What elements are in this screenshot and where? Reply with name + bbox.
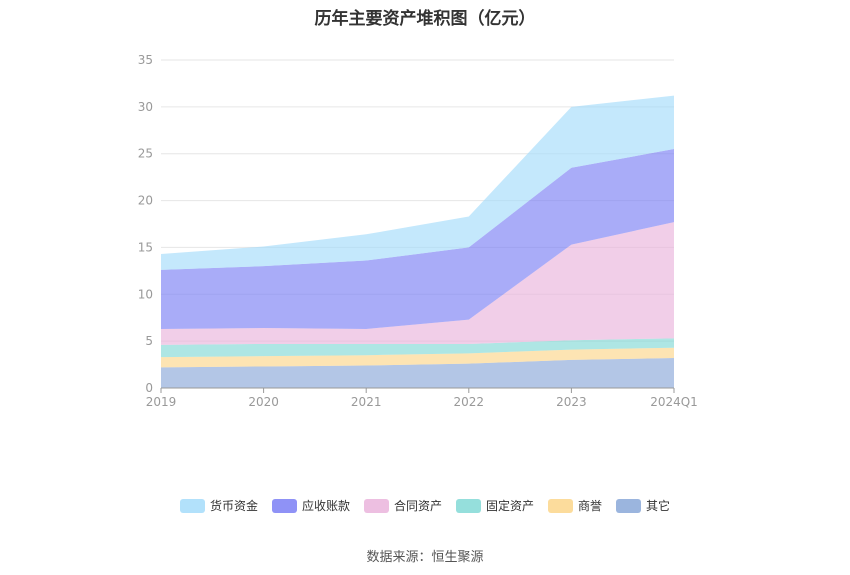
legend-label: 商誉 bbox=[578, 499, 603, 513]
legend-item-货币资金[interactable]: 货币资金 bbox=[179, 497, 258, 514]
y-tick-label: 5 bbox=[145, 334, 153, 348]
legend-swatch bbox=[271, 498, 297, 513]
y-tick-label: 25 bbox=[138, 147, 153, 161]
legend-label: 固定资产 bbox=[486, 499, 535, 513]
y-tick-label: 10 bbox=[138, 287, 153, 301]
area-商誉[interactable] bbox=[161, 347, 674, 368]
y-tick-label: 20 bbox=[138, 194, 153, 208]
y-tick-label: 15 bbox=[138, 240, 153, 254]
legend-label: 货币资金 bbox=[209, 499, 258, 513]
area-固定资产[interactable] bbox=[161, 338, 674, 358]
x-tick-label: 2024Q1 bbox=[650, 395, 698, 409]
y-tick-label: 0 bbox=[145, 381, 153, 395]
legend-label: 其它 bbox=[646, 499, 671, 513]
legend-item-合同资产[interactable]: 合同资产 bbox=[363, 497, 442, 514]
x-tick-label: 2020 bbox=[248, 395, 279, 409]
x-tick-label: 2022 bbox=[454, 395, 485, 409]
legend-swatch bbox=[456, 498, 481, 513]
legend: 货币资金 应收账款 合同资产 固定资产 商誉 其它 bbox=[0, 497, 850, 514]
x-tick-label: 2021 bbox=[351, 395, 382, 409]
legend-item-其它[interactable]: 其它 bbox=[616, 497, 670, 514]
legend-label: 应收账款 bbox=[301, 499, 350, 513]
area-应收账款[interactable] bbox=[161, 149, 674, 329]
legend-swatch bbox=[179, 498, 205, 513]
legend-swatch bbox=[363, 498, 389, 513]
legend-swatch bbox=[548, 498, 574, 513]
y-tick-label: 30 bbox=[138, 100, 153, 114]
chart-title: 历年主要资产堆积图（亿元） bbox=[314, 9, 536, 29]
legend-item-固定资产[interactable]: 固定资产 bbox=[456, 497, 534, 514]
legend-label: 合同资产 bbox=[393, 499, 442, 513]
area-其它[interactable] bbox=[161, 358, 674, 388]
area-货币资金[interactable] bbox=[161, 95, 674, 270]
data-source: 数据来源：恒生聚源 bbox=[366, 550, 484, 565]
area-合同资产[interactable] bbox=[161, 222, 674, 345]
x-tick-label: 2019 bbox=[146, 395, 177, 409]
axes: 0 5 10 15 20 25 30 35 2019 2020 2021 2022 2023 2024Q1 bbox=[138, 53, 698, 409]
area-series bbox=[161, 95, 674, 388]
legend-item-商誉[interactable]: 商誉 bbox=[548, 497, 602, 514]
legend-swatch bbox=[616, 498, 642, 513]
x-tick-label: 2023 bbox=[556, 395, 587, 409]
y-tick-label: 35 bbox=[138, 53, 153, 67]
legend-item-应收账款[interactable]: 应收账款 bbox=[271, 497, 350, 514]
